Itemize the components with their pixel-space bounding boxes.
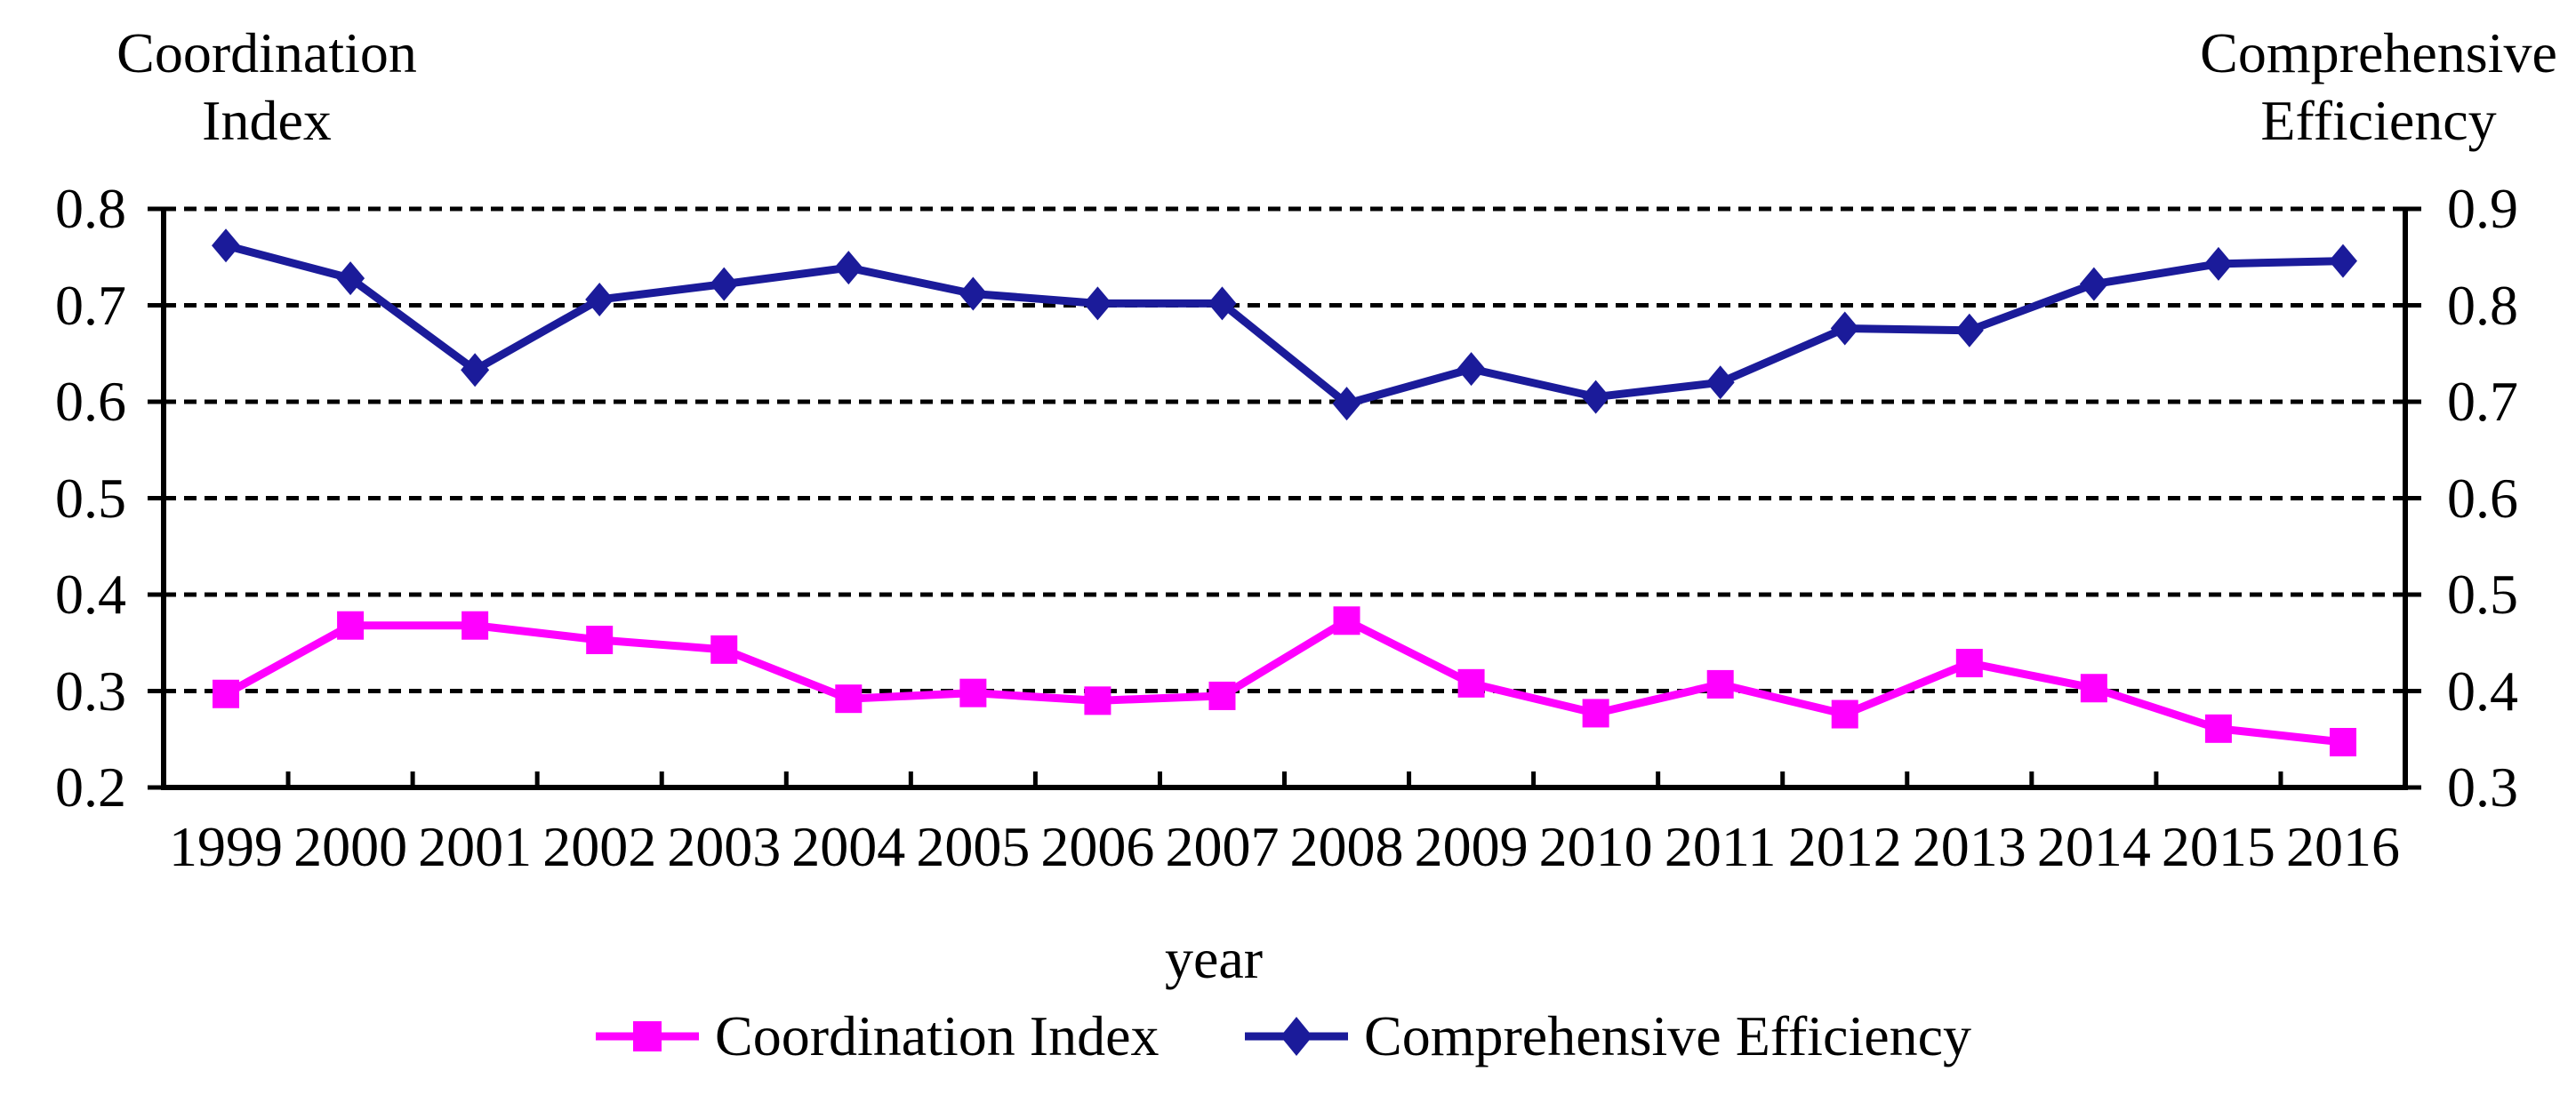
data-point-diamond [1208,286,1237,321]
right-axis-title-line1: Comprehensive [2200,21,2557,84]
left-axis-tick-label: 0.8 [55,177,126,240]
right-axis-tick-label: 0.3 [2447,755,2518,819]
legend-label-comprehensive-efficiency: Comprehensive Efficiency [1364,1004,1972,1067]
x-axis-category-label: 1999 [169,815,284,878]
data-point-diamond [2203,246,2233,281]
left-axis-title: Coordination Index [76,20,458,155]
data-point-diamond [1457,352,1486,387]
left-axis-tick-label: 0.2 [55,755,126,819]
data-point-square [710,635,738,664]
data-point-square [1955,649,1983,678]
data-point-square [1208,681,1236,710]
x-axis-category-label: 2016 [2285,815,2400,878]
right-axis-tick-label: 0.4 [2447,659,2518,723]
data-point-square [2080,674,2107,703]
data-point-square [1333,606,1360,635]
x-axis-category-label: 2006 [1040,815,1155,878]
right-axis-title-line2: Efficiency [2260,89,2497,152]
right-axis-tick-label: 0.7 [2447,370,2518,433]
data-point-square [213,679,240,708]
x-axis-category-label: 2011 [1664,815,1777,878]
x-axis-category-label: 2007 [1165,815,1280,878]
x-axis-category-label: 2002 [542,815,657,878]
data-point-square [586,625,614,654]
left-axis-tick-label: 0.6 [55,370,126,433]
series-line-comprehensive-efficiency [224,241,2344,408]
data-point-diamond [585,282,614,316]
left-axis-title-line2: Index [202,89,332,152]
data-point-diamond [959,276,988,311]
left-axis-tick-label: 0.3 [55,659,126,723]
data-point-square [2329,728,2356,757]
x-axis-category-label: 2014 [2036,815,2151,878]
x-axis-category-label: 2000 [293,815,408,878]
data-point-diamond [1083,286,1112,321]
data-point-diamond [710,267,739,301]
data-point-diamond [1581,380,1610,414]
x-axis-category-label: 2015 [2161,815,2275,878]
comprehensive-efficiency-legend-marker [1245,1017,1348,1056]
data-point-square [835,684,863,714]
data-point-square [1706,669,1734,699]
data-point-square [959,678,987,707]
x-axis-category-label: 2003 [667,815,782,878]
left-axis-tick-label: 0.7 [55,273,126,337]
data-point-diamond [2328,244,2357,278]
legend-item-coordination-index: Coordination Index [594,1003,1159,1070]
coordination-index-legend-marker [596,1021,699,1051]
data-point-diamond [834,251,863,285]
x-axis-category-label: 2013 [1912,815,2026,878]
legend-item-comprehensive-efficiency: Comprehensive Efficiency [1243,1003,1971,1070]
right-axis-tick-label: 0.8 [2447,273,2518,337]
right-axis-tick-label: 0.5 [2447,563,2518,626]
data-point-diamond [1332,387,1361,421]
left-axis-tick-label: 0.5 [55,466,126,530]
data-point-square [1457,668,1485,698]
data-point-diamond [1954,313,1984,348]
data-point-square [2204,714,2232,743]
x-axis-title: year [1164,927,1264,990]
x-axis-category-label: 2001 [418,815,533,878]
series-line-coordination-index [223,616,2344,747]
data-point-square [1831,699,1858,729]
data-point-diamond [1830,311,1859,346]
x-axis-category-label: 2009 [1414,815,1529,878]
right-axis-tick-label: 0.9 [2447,177,2518,240]
data-point-square [1582,699,1609,728]
data-point-diamond [461,353,490,388]
left-axis-tick-label: 0.4 [55,563,126,626]
data-point-diamond [2079,267,2108,301]
data-point-square [461,611,489,640]
x-axis-category-label: 2012 [1787,815,1902,878]
data-point-square [337,611,365,640]
legend-label-coordination-index: Coordination Index [715,1004,1160,1067]
x-axis-category-label: 2010 [1538,815,1653,878]
x-axis-category-label: 2004 [791,815,906,878]
x-axis-category-label: 2008 [1289,815,1404,878]
data-point-square [1084,686,1111,715]
left-axis-title-line1: Coordination [116,21,417,84]
x-axis-category-label: 2005 [916,815,1031,878]
data-point-diamond [336,261,365,296]
data-point-diamond [212,228,241,263]
right-axis-tick-label: 0.6 [2447,466,2518,530]
right-axis-title: Comprehensive Efficiency [2174,20,2576,155]
data-point-diamond [1705,365,1735,400]
